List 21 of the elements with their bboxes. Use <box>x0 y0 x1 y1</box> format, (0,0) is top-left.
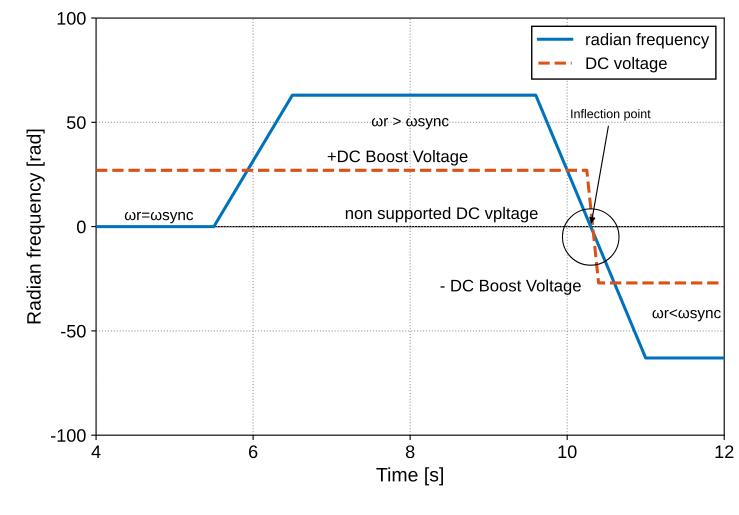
annotation: - DC Boost Voltage <box>440 279 581 295</box>
annotation: ωr<ωsync <box>652 309 721 322</box>
legend-label: DC voltage <box>586 56 667 72</box>
x-tick-label: 12 <box>716 445 734 458</box>
y-tick-label: -100 <box>51 429 86 442</box>
x-axis-title: Time [s] <box>376 467 443 486</box>
annotation: ωr > ωsync <box>372 117 449 130</box>
x-tick-label: 10 <box>558 445 577 458</box>
annotation: ωr=ωsync <box>124 212 194 224</box>
x-tick-label: 6 <box>249 445 258 458</box>
y-tick-label: 0 <box>77 220 86 234</box>
legend-label: radian frequency <box>586 33 710 49</box>
y-axis-title: Radian frequency [rad] <box>26 130 45 324</box>
annotation: +DC Boost Voltage <box>328 150 468 166</box>
x-tick-label: 8 <box>406 445 414 458</box>
y-tick-label: 100 <box>58 12 86 25</box>
y-tick-label: 50 <box>66 116 86 130</box>
annotation: Inflection point <box>571 109 651 121</box>
y-tick-label: -50 <box>61 324 86 338</box>
x-tick-label: 4 <box>91 446 101 458</box>
ref-line-label: non supported DC vpltage <box>346 206 538 222</box>
